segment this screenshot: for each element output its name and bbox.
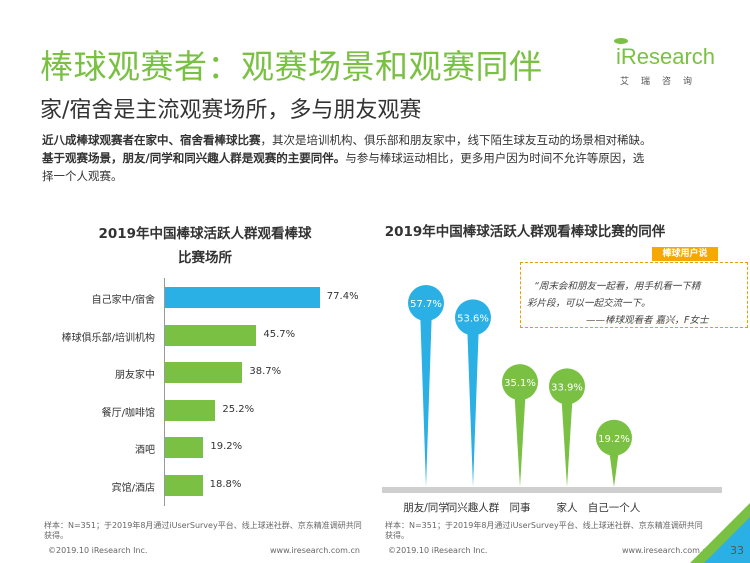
footer-url-right: www.iresearch.com.cn: [622, 546, 712, 555]
logo-text: iResearch: [616, 44, 716, 69]
left-bar: [165, 324, 257, 346]
page-subtitle: 家/宿舍是主流观赛场所，多与朋友观赛: [40, 98, 422, 123]
right-spike: [467, 321, 479, 487]
corner-decoration: [690, 503, 750, 563]
description-line-1-rest: ，其次是培训机构、俱乐部和朋友家中，线下陌生球友互动的场景相对稀缺。: [260, 133, 652, 147]
left-footnote-line-2: 获得。: [44, 531, 68, 540]
right-value-label: 19.2%: [598, 434, 630, 445]
description-line-1-bold: 近八成棒球观赛者在家中、宿舍看棒球比赛: [42, 133, 261, 147]
description-line-1: 近八成棒球观赛者在家中、宿舍看棒球比赛，其次是培训机构、俱乐部和朋友家中，线下陌…: [42, 132, 652, 148]
right-spike-head: [502, 364, 538, 401]
left-bar: [165, 437, 204, 458]
right-category-label: 朋友/同学: [403, 501, 449, 514]
right-spike-head: [455, 299, 491, 336]
right-spike: [514, 386, 526, 487]
footer-url-left: www.iresearch.com.cn: [270, 546, 360, 555]
description-line-2: 基于观赛场景，朋友/同学和同兴趣人群是观赛的主要同伴。与参与棒球运动相比，更多用…: [42, 150, 644, 166]
left-value-label: 25.2%: [222, 403, 255, 415]
quote-box: [520, 262, 748, 328]
quote-attribution: ——棒球观看者 嘉兴，F女士: [586, 315, 709, 326]
corner-blue-triangle: [704, 517, 750, 563]
left-footnote-line-1: 样本：N=351；于2019年8月通过iUserSurvey平台、线上球迷社群、…: [44, 521, 362, 530]
right-value-label: 35.1%: [504, 378, 536, 389]
right-value-label: 53.6%: [457, 313, 489, 324]
iresearch-logo: iResearch 艾瑞咨询: [600, 36, 720, 88]
page-number: 33: [730, 544, 744, 557]
left-category-label: 宾馆/酒店: [111, 482, 155, 494]
right-spike-chart: 57.7% 朋友/同学 53.6% 同兴趣人群 35.1% 同事 33.9% 家人 19.2% 自…: [382, 285, 722, 514]
right-category-label: 同事: [510, 501, 531, 514]
right-value-label: 57.7%: [410, 299, 442, 310]
left-value-label: 18.8%: [209, 478, 242, 490]
right-footnote-line-2: 获得。: [385, 531, 409, 540]
left-category-label: 自己家中/宿舍: [91, 295, 155, 306]
left-category-label: 棒球俱乐部/培训机构: [61, 332, 155, 344]
left-value-label: 77.4%: [326, 291, 359, 302]
left-chart-axis: [164, 278, 165, 506]
quote-line-2: 彩片段，可以一起交流一下。: [527, 298, 651, 309]
left-value-label: 38.7%: [249, 366, 282, 377]
footer-copyright-right: ©2019.10 iResearch Inc.: [388, 546, 488, 555]
quote-line-1: “周末会和朋友一起看，用手机看一下精: [534, 281, 701, 292]
right-chart-baseline: [382, 487, 722, 493]
right-spike-head: [596, 419, 632, 456]
left-value-label: 19.2%: [210, 441, 243, 452]
right-spike: [561, 390, 573, 487]
right-value-label: 33.9%: [551, 382, 583, 393]
description-line-3: 择一个人观赛。: [42, 169, 123, 183]
left-bar: [165, 362, 243, 383]
right-category-label: 同兴趣人群: [447, 501, 500, 514]
right-chart-title: 2019年中国棒球活跃人群观看棒球比赛的同伴: [384, 224, 666, 240]
description-line-2-bold: 基于观赛场景，朋友/同学和同兴趣人群是观赛的主要同伴。: [42, 151, 346, 165]
right-spike: [420, 307, 432, 487]
right-category-label: 自己一个人: [588, 501, 641, 514]
left-value-label: 45.7%: [263, 328, 296, 340]
left-chart-title-line-1: 2019年中国棒球活跃人群观看棒球: [98, 226, 312, 242]
quote-tag: 棒球用户说: [652, 247, 718, 261]
right-spike-head: [408, 285, 444, 321]
description-line-2-rest: 与参与棒球运动相比，更多用户因为时间不允许等原因，选: [345, 151, 645, 165]
right-spike-head: [549, 368, 585, 405]
left-bar: [165, 287, 320, 308]
left-bar-chart: 自己家中/宿舍 77.4% 棒球俱乐部/培训机构 45.7% 朋友家中 38.7% 餐厅/咖…: [40, 278, 370, 508]
right-footnote-line-1: 样本：N=351；于2019年8月通过iUserSurvey平台、线上球迷社群、…: [385, 521, 703, 530]
left-chart-title-line-2: 比赛场所: [178, 250, 232, 266]
left-category-label: 酒吧: [135, 445, 155, 456]
footer-copyright-left: ©2019.10 iResearch Inc.: [48, 546, 148, 555]
left-category-label: 朋友家中: [115, 370, 155, 381]
page-title: 棒球观赛者：观赛场景和观赛同伴: [40, 47, 543, 86]
left-category-label: 餐厅/咖啡馆: [101, 407, 155, 419]
left-bar: [165, 399, 216, 421]
left-bar: [165, 474, 203, 496]
logo-swoosh-icon: [614, 38, 628, 44]
right-category-label: 家人: [557, 501, 578, 514]
logo-subtext: 艾瑞咨询: [620, 77, 705, 87]
